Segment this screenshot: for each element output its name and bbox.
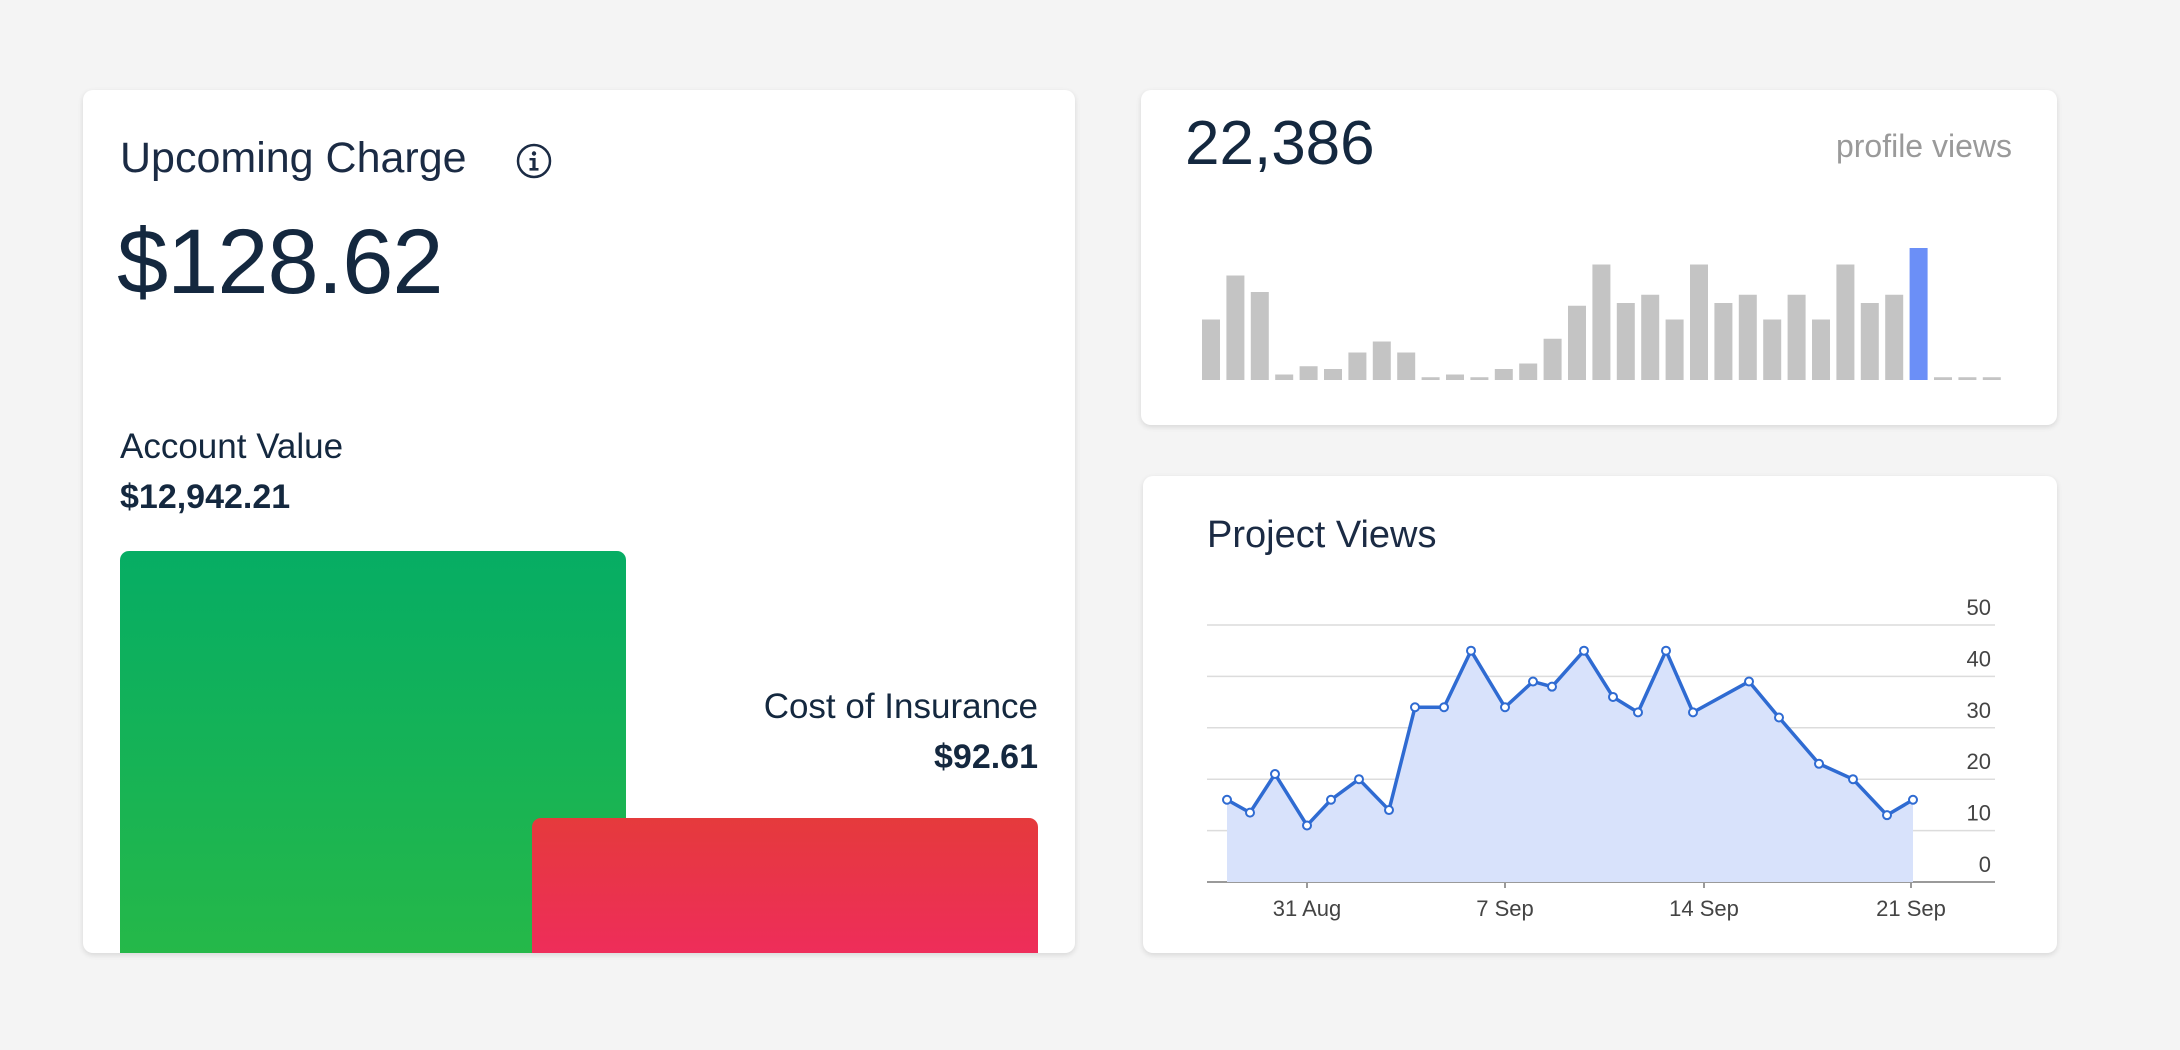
project-views-point <box>1882 810 1892 821</box>
profile-views-bar <box>1958 377 1977 380</box>
project-views-point <box>1814 758 1824 769</box>
profile-views-bar <box>1641 294 1660 380</box>
profile-views-bar <box>1421 377 1440 380</box>
profile-views-bar <box>1568 305 1586 380</box>
project-views-point <box>1908 794 1918 805</box>
profile-views-bar <box>1860 303 1879 380</box>
x-tick-label: 7 Sep <box>1476 896 1534 921</box>
y-tick-label: 40 <box>1967 646 1991 671</box>
profile-views-bar <box>1934 377 1952 380</box>
project-views-point <box>1466 645 1476 656</box>
project-views-point <box>1547 681 1557 692</box>
profile-views-bar <box>1836 264 1855 380</box>
y-tick-label: 0 <box>1979 852 1991 877</box>
info-icon[interactable] <box>516 143 552 179</box>
profile-views-bar <box>1397 352 1416 380</box>
profile-views-bar-highlight <box>1909 248 1928 380</box>
profile-views-bar <box>1519 363 1538 380</box>
profile-views-bar <box>1275 374 1294 380</box>
account-value-label: Account Value <box>120 427 344 466</box>
y-tick-label: 10 <box>1967 801 1991 826</box>
profile-views-bar <box>1348 352 1367 380</box>
project-views-line <box>1226 648 1914 828</box>
profile-views-bar <box>1665 319 1684 380</box>
profile-views-total: 22,386 <box>1185 109 1375 178</box>
profile-views-bar <box>1690 264 1708 380</box>
profile-views-bar <box>1616 303 1635 380</box>
profile-views-bar <box>1372 341 1391 380</box>
project-views-point <box>1270 769 1280 780</box>
project-views-point <box>1410 702 1420 713</box>
profile-views-bar <box>1494 369 1513 380</box>
profile-views-bar <box>1885 294 1904 380</box>
project-views-point <box>1608 691 1618 702</box>
project-views-point <box>1245 807 1255 818</box>
project-views-point <box>1688 707 1698 718</box>
profile-views-bar <box>1324 369 1342 380</box>
project-views-point <box>1661 645 1671 656</box>
profile-views-bar <box>1202 319 1220 380</box>
cost-of-insurance-bar <box>532 818 1038 953</box>
profile-views-card: 22,386 profile views <box>1141 90 2057 425</box>
upcoming-charge-title: Upcoming Charge <box>120 134 467 182</box>
project-views-point <box>1384 805 1394 816</box>
project-views-line-chart: 0 10 20 30 40 50 31 Aug 7 Sep 14 Sep 21 Sep <box>1207 595 1995 921</box>
project-views-card: Project Views 0 10 20 30 40 50 31 Aug 7 Sep 14 S… <box>1143 476 2057 953</box>
upcoming-charge-card: Upcoming Charge $128.62 Account Value $1… <box>83 90 1075 953</box>
project-views-point <box>1774 712 1784 723</box>
profile-views-bar <box>1250 292 1269 380</box>
project-views-point <box>1302 820 1312 831</box>
project-views-point <box>1848 774 1858 785</box>
project-views-point <box>1744 676 1754 687</box>
profile-views-bar <box>1299 366 1318 380</box>
project-views-point <box>1326 794 1336 805</box>
project-views-point <box>1439 702 1449 713</box>
project-views-point <box>1528 676 1538 687</box>
profile-views-bar <box>1470 377 1489 380</box>
upcoming-charge-amount: $128.62 <box>117 211 444 313</box>
profile-views-bar <box>1592 264 1611 380</box>
y-tick-label: 30 <box>1967 698 1991 723</box>
x-tick-label: 21 Sep <box>1876 896 1946 921</box>
cost-of-insurance-amount: $92.61 <box>934 738 1038 776</box>
profile-views-bar <box>1812 319 1830 380</box>
profile-views-bar <box>1738 294 1757 380</box>
project-views-point <box>1579 645 1589 656</box>
account-value-amount: $12,942.21 <box>120 478 291 516</box>
project-views-point <box>1633 707 1643 718</box>
profile-views-bar-chart <box>1202 248 2001 380</box>
profile-views-bar <box>1446 374 1464 380</box>
project-views-point <box>1222 794 1232 805</box>
profile-views-label: profile views <box>1835 128 2012 164</box>
project-views-point <box>1500 702 1510 713</box>
y-tick-label: 20 <box>1967 749 1991 774</box>
profile-views-bar <box>1763 319 1782 380</box>
x-tick-label: 31 Aug <box>1273 896 1342 921</box>
cost-of-insurance-label: Cost of Insurance <box>763 687 1038 726</box>
profile-views-bar <box>1226 275 1245 380</box>
profile-views-bar <box>1787 294 1806 380</box>
profile-views-bar <box>1543 338 1562 380</box>
project-views-title: Project Views <box>1207 514 1437 556</box>
profile-views-bar <box>1982 377 2001 380</box>
x-tick-label: 14 Sep <box>1669 896 1739 921</box>
project-views-point <box>1354 774 1364 785</box>
project-views-area <box>1227 650 1913 882</box>
profile-views-bar <box>1714 303 1733 380</box>
y-tick-label: 50 <box>1967 595 1991 620</box>
